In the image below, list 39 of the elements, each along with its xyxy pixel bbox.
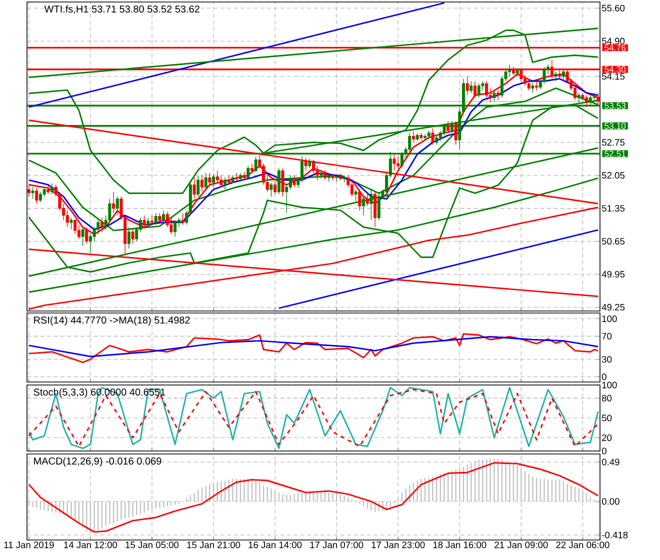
chart-title: RSI(14) 44.7770 ->MA(18) 51.4982 <box>34 316 190 326</box>
x-tick-label: 21 Jan 09:00 <box>494 542 548 548</box>
y-tick-label: 20 <box>602 434 612 442</box>
y-tick-label: 0 <box>602 448 606 454</box>
y-tick-label: 70 <box>602 332 612 340</box>
ref-line-label: 52.51 <box>604 150 626 157</box>
y-tick-label: 50 <box>602 414 612 422</box>
y-tick-label: 51.35 <box>602 205 625 212</box>
y-tick-label: 49.25 <box>602 304 625 311</box>
chart-title: MACD(12,26,9) -0.016 0.069 <box>34 457 162 467</box>
y-tick-label: 0.00 <box>602 498 620 505</box>
x-tick-label: 15 Jan 05:00 <box>126 542 179 548</box>
y-tick-label: 50.65 <box>602 238 625 245</box>
x-tick-label: 17 Jan 23:00 <box>372 542 425 548</box>
y-tick-label: 49.95 <box>602 270 625 278</box>
y-tick-label: 54.15 <box>602 73 625 80</box>
x-tick-label: 16 Jan 14:00 <box>248 542 302 548</box>
chart-title: WTI.fs,H1 53.71 53.80 53.52 53.62 <box>44 5 200 14</box>
x-tick-label: 14 Jan 12:00 <box>64 542 118 548</box>
y-tick-label: 54.90 <box>602 38 625 44</box>
y-tick-label: 52.75 <box>602 139 625 146</box>
x-tick-label: 11 Jan 2019 <box>4 542 54 548</box>
y-tick-label: 52.05 <box>602 172 625 179</box>
y-tick-label: 80 <box>602 394 612 402</box>
x-tick-label: 15 Jan 21:00 <box>187 542 240 548</box>
y-tick-label: 100 <box>602 315 617 322</box>
y-tick-label: 0.49 <box>602 458 620 466</box>
x-tick-label: 17 Jan 07:00 <box>310 542 364 548</box>
ref-line-label: 53.10 <box>604 122 626 129</box>
x-tick-label: 22 Jan 06:00 <box>556 542 610 548</box>
y-tick-label: 30 <box>602 356 612 363</box>
y-tick-label: 0 <box>602 373 606 380</box>
y-tick-label: 55.60 <box>602 4 625 12</box>
y-tick-label: 100 <box>602 382 617 388</box>
ref-line-label: 53.53 <box>604 102 626 109</box>
ref-line-label: 54.30 <box>604 66 626 72</box>
ref-line-label: 54.76 <box>604 44 626 51</box>
y-tick-label: -0.418 <box>602 532 628 538</box>
x-tick-label: 18 Jan 16:00 <box>433 542 486 548</box>
